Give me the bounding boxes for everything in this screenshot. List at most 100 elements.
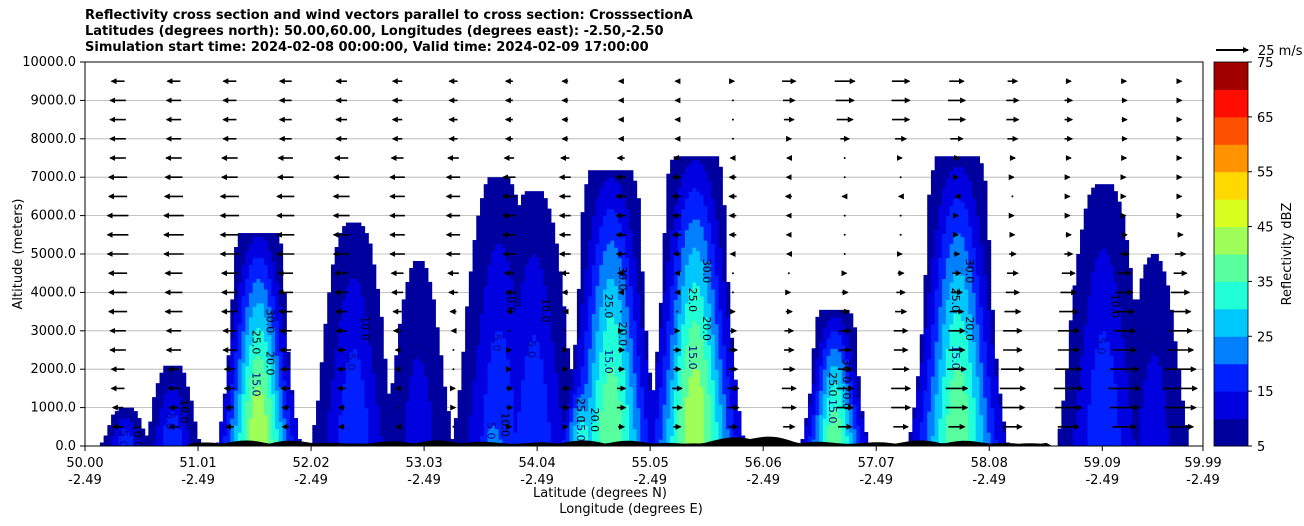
reflectivity-cell [722,274,727,280]
reflectivity-cell [975,306,984,311]
reflectivity-cell [595,302,604,307]
reflectivity-cell [629,383,638,388]
reflectivity-cell [684,198,705,203]
reflectivity-cell [472,240,556,245]
reflectivity-cell [696,320,708,325]
reflectivity-cell [707,205,716,210]
reflectivity-cell [722,327,731,332]
reflectivity-cell [405,404,433,409]
reflectivity-cell [655,383,664,388]
reflectivity-cell [263,313,272,318]
reflectivity-cell [707,330,712,335]
reflectivity-cell [1165,400,1185,405]
reflectivity-cell [1139,439,1171,444]
reflectivity-cell [1072,292,1092,297]
reflectivity-cell [711,267,716,273]
reflectivity-cell [588,397,597,402]
reflectivity-cell [964,379,973,384]
reflectivity-cell [807,400,813,405]
colorbar-swatch [1214,363,1248,392]
reflectivity-cell [856,411,861,416]
reflectivity-cell [427,379,444,384]
reflectivity-cell [942,411,951,416]
reflectivity-cell [468,285,485,290]
reflectivity-cell [230,334,235,339]
reflectivity-cell [338,327,369,332]
reflectivity-cell [237,240,254,245]
reflectivity-cell [599,327,608,332]
reflectivity-cell [252,365,265,370]
reflectivity-cell [286,432,291,437]
reflectivity-cell [275,358,280,363]
reflectivity-cell [338,243,373,248]
reflectivity-cell [815,365,820,370]
reflectivity-cell [263,309,272,314]
reflectivity-cell [640,309,645,314]
reflectivity-cell [595,292,604,297]
y-tick-label: 5000.0 [31,247,77,262]
reflectivity-cell [841,400,846,405]
reflectivity-cell [230,299,239,304]
reflectivity-cell [681,212,708,217]
reflectivity-cell [554,355,571,360]
reflectivity-cell [703,309,712,314]
reflectivity-cell [547,386,559,391]
reflectivity-cell [711,418,716,423]
reflectivity-cell [1094,260,1111,266]
reflectivity-cell [401,302,436,307]
reflectivity-cell [666,212,675,217]
reflectivity-cell [934,400,943,405]
reflectivity-cell [658,306,664,311]
reflectivity-cell [588,379,593,384]
reflectivity-cell [319,397,332,402]
reflectivity-cell [330,278,351,283]
reflectivity-cell [681,306,686,311]
reflectivity-cell [983,337,992,342]
reflectivity-cell [476,219,552,224]
reflectivity-cell [655,376,664,381]
reflectivity-cell [681,369,694,374]
reflectivity-cell [1150,358,1159,363]
reflectivity-cell [640,372,649,377]
reflectivity-cell [483,184,515,189]
reflectivity-cell [364,299,381,304]
reflectivity-cell [1143,404,1167,409]
colorbar-tick-label: 45 [1257,221,1274,236]
reflectivity-cell [327,425,340,430]
reflectivity-cell [938,320,947,325]
reflectivity-cell [159,372,187,377]
reflectivity-cell [163,400,183,405]
reflectivity-cell [237,418,243,423]
reflectivity-cell [688,383,701,388]
reflectivity-cell [964,281,973,287]
reflectivity-cell [845,379,854,384]
reflectivity-cell [248,302,258,307]
reflectivity-cell [975,264,984,269]
reflectivity-cell [938,358,947,363]
reflectivity-cell [644,414,660,419]
reflectivity-cell [975,351,980,356]
reflectivity-cell [658,337,667,342]
reflectivity-cell [1143,379,1163,384]
reflectivity-cell [1087,198,1118,203]
reflectivity-cell [711,222,720,227]
reflectivity-cell [1098,341,1111,346]
reflectivity-cell [1080,379,1092,384]
reflectivity-cell [409,390,429,395]
reflectivity-cell [919,365,928,370]
reflectivity-cell [535,334,552,339]
reflectivity-cell [703,299,708,304]
reflectivity-cell [383,439,407,444]
reflectivity-cell [606,369,615,374]
reflectivity-cell [155,386,168,391]
reflectivity-cell [487,274,511,280]
reflectivity-cell [591,376,600,381]
reflectivity-cell [122,428,127,433]
reflectivity-cell [338,323,369,328]
reflectivity-cell [692,323,701,328]
reflectivity-cell [398,348,440,353]
reflectivity-cell [666,418,675,423]
reflectivity-cell [603,334,619,339]
colorbar-frame [1213,61,1249,447]
reflectivity-cell [845,414,850,419]
